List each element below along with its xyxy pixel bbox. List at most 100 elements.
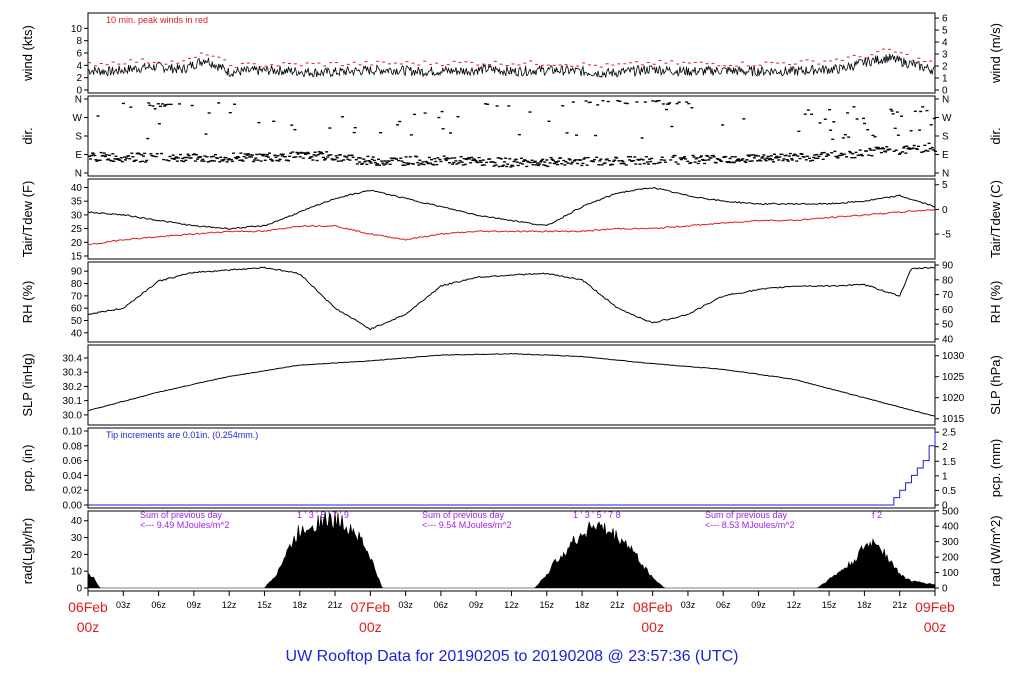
ytick-label-left-pcp: 0.02	[63, 486, 83, 497]
ytick-label-left-wind: 2	[76, 73, 82, 84]
ytick-label-left-rad: 20	[71, 550, 83, 561]
ytick-label-right-slp: 1030	[942, 351, 965, 362]
ytick-label-right-wind: 6	[942, 14, 948, 25]
xtick-label: 09z	[187, 600, 202, 610]
ylabel-left-rad: rad(Lgly/hr)	[20, 518, 35, 584]
ytick-label-left-dir: E	[75, 150, 82, 161]
xaxis-day-date: 08Feb	[633, 599, 673, 615]
ytick-label-right-wind: 3	[942, 50, 948, 61]
ytick-label-right-rh: 50	[942, 320, 954, 331]
ytick-label-left-dir: S	[75, 132, 82, 143]
ylabel-left-wind: wind (kts)	[20, 25, 35, 82]
xtick-label: 18z	[857, 600, 872, 610]
series-line-rh-rh	[87, 266, 936, 331]
xtick-label: 06z	[434, 600, 449, 610]
ytick-label-left-dir: N	[75, 169, 82, 180]
daily-total-value: <--- 9.54 MJoules/m^2	[422, 520, 512, 530]
xtick-label: 03z	[116, 600, 131, 610]
xtick-label: 03z	[398, 600, 413, 610]
ytick-label-right-temp: 5	[942, 180, 948, 191]
xtick-label: 12z	[504, 600, 519, 610]
ytick-label-right-dir: S	[942, 132, 949, 143]
ylabel-left-pcp: pcp. (in)	[20, 445, 35, 492]
ytick-label-left-rad: 40	[71, 516, 83, 527]
ytick-label-left-rh: 90	[71, 267, 83, 278]
ytick-label-left-slp: 30.3	[63, 368, 83, 379]
ylabel-right-pcp: pcp. (mm)	[988, 439, 1003, 498]
ylabel-right-rh: RH (%)	[988, 281, 1003, 324]
ytick-label-right-dir: N	[942, 95, 949, 106]
ytick-label-left-dir: W	[73, 113, 83, 124]
xtick-label: 06z	[716, 600, 731, 610]
ytick-label-left-pcp: 0.06	[63, 456, 83, 467]
ytick-label-right-pcp: 0.5	[942, 486, 956, 497]
ytick-label-left-rh: 50	[71, 316, 83, 327]
ytick-label-right-rad: 200	[942, 553, 959, 564]
panel-frame-temp	[87, 178, 936, 260]
ytick-label-left-rad: 0	[76, 584, 82, 595]
ytick-label-left-wind: 4	[76, 61, 82, 72]
xtick-label: 15z	[257, 600, 272, 610]
ylabel-right-slp: SLP (hPa)	[988, 355, 1003, 415]
ylabel-left-dir: dir.	[20, 127, 35, 144]
annotation-wind: 10 min. peak winds in red	[106, 15, 208, 25]
ytick-label-left-rh: 60	[71, 304, 83, 315]
xtick-label: 21z	[610, 600, 625, 610]
ytick-label-left-pcp: 0.08	[63, 441, 83, 452]
ytick-label-right-dir: W	[942, 113, 952, 124]
ylabel-left-rh: RH (%)	[20, 281, 35, 324]
panel-frame-wind	[87, 12, 936, 94]
ytick-label-left-rh: 70	[71, 291, 83, 302]
xaxis-day-date: 09Feb	[915, 599, 955, 615]
panel-frame-rh	[87, 261, 936, 343]
ytick-label-left-temp: 30	[71, 210, 83, 221]
ytick-label-right-wind: 4	[942, 38, 948, 49]
ytick-label-right-rad: 100	[942, 568, 959, 579]
ytick-label-left-rad: 10	[71, 567, 83, 578]
ytick-label-left-slp: 30.2	[63, 382, 83, 393]
ytick-label-left-temp: 35	[71, 197, 83, 208]
ylabel-right-temp: Tair/Tdew (C)	[988, 180, 1003, 258]
ytick-label-left-pcp: 0.10	[63, 427, 83, 438]
ytick-label-left-slp: 30.4	[63, 353, 83, 364]
panel-frame-dir	[87, 95, 936, 177]
xaxis-day-date: 06Feb	[68, 599, 108, 615]
series-line-slp-slp	[87, 352, 936, 417]
ytick-label-left-temp: 20	[71, 238, 83, 249]
ytick-label-right-pcp: 2.5	[942, 428, 956, 439]
ytick-label-right-wind: 1	[942, 74, 948, 85]
ytick-label-right-pcp: 1	[942, 471, 948, 482]
panel-frame-pcp	[87, 427, 936, 509]
ytick-label-right-wind: 5	[942, 26, 948, 37]
ytick-label-right-pcp: 1.5	[942, 457, 956, 468]
daily-total-label: Sum of previous day	[140, 510, 223, 520]
series-line-temp-tair	[87, 186, 936, 230]
xtick-label: 21z	[892, 600, 907, 610]
ylabel-right-dir: dir.	[988, 127, 1003, 144]
xtick-label: 03z	[681, 600, 696, 610]
ytick-label-left-wind: 8	[76, 36, 82, 47]
ytick-label-right-rh: 70	[942, 290, 954, 301]
ytick-label-right-temp: -5	[942, 230, 951, 241]
xtick-label: 12z	[787, 600, 802, 610]
ytick-label-left-wind: 6	[76, 49, 82, 60]
xaxis-day-date: 07Feb	[350, 599, 390, 615]
series-line-pcp	[88, 431, 936, 506]
ytick-label-left-slp: 30.0	[63, 410, 83, 421]
ytick-label-left-rad: 30	[71, 533, 83, 544]
ytick-label-left-slp: 30.1	[63, 396, 83, 407]
series-line-temp-tdew	[87, 208, 936, 246]
daily-total-value: <--- 8.53 MJoules/m^2	[705, 520, 795, 530]
xtick-label: 18z	[292, 600, 307, 610]
ylabel-right-rad: rad (W/m^2)	[988, 515, 1003, 586]
ytick-label-right-slp: 1015	[942, 414, 965, 425]
ytick-label-left-temp: 40	[71, 183, 83, 194]
xtick-label: 15z	[540, 600, 555, 610]
ytick-label-right-rad: 0	[942, 584, 948, 595]
ytick-label-left-rh: 80	[71, 279, 83, 290]
ytick-label-right-rh: 80	[942, 275, 954, 286]
ytick-label-left-temp: 25	[71, 224, 83, 235]
annotation-pcp: Tip increments are 0.01in. (0.254mm.)	[106, 430, 258, 440]
ytick-label-right-temp: 0	[942, 205, 948, 216]
ytick-label-right-wind: 0	[942, 86, 948, 97]
